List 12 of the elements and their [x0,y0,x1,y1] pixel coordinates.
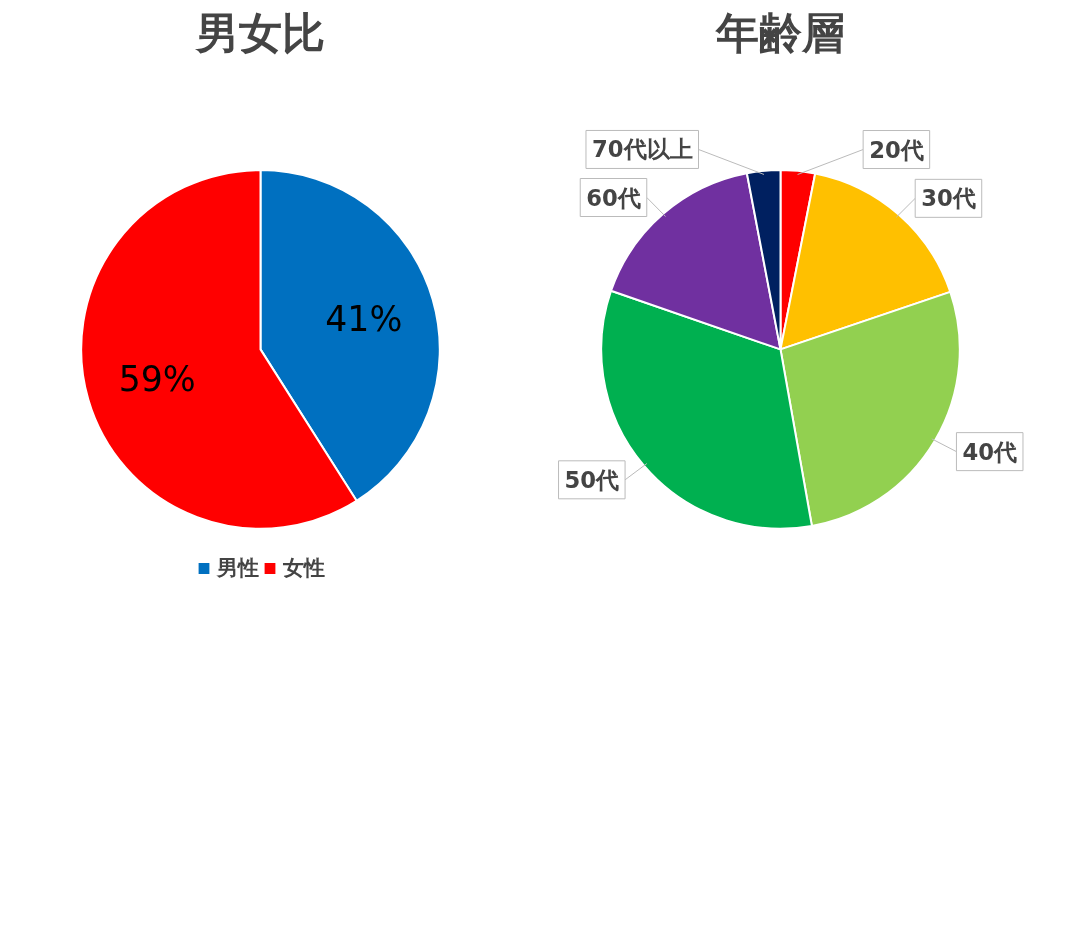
legend-label: 女性 [282,554,325,582]
slice-label: 60代 [586,184,641,211]
slice-label: 20代 [869,136,924,163]
chart-title: 年齢層 [715,7,845,58]
data-label: 59% [118,359,196,400]
legend-label: 男性 [216,554,259,582]
slice-label: 70代以上 [591,136,693,163]
chart-title: 男女比 [194,7,325,58]
slice-label: 30代 [921,185,976,212]
slice-label: 50代 [564,466,620,493]
slice-label: 40代 [962,438,1017,465]
data-label: 41% [325,299,403,340]
